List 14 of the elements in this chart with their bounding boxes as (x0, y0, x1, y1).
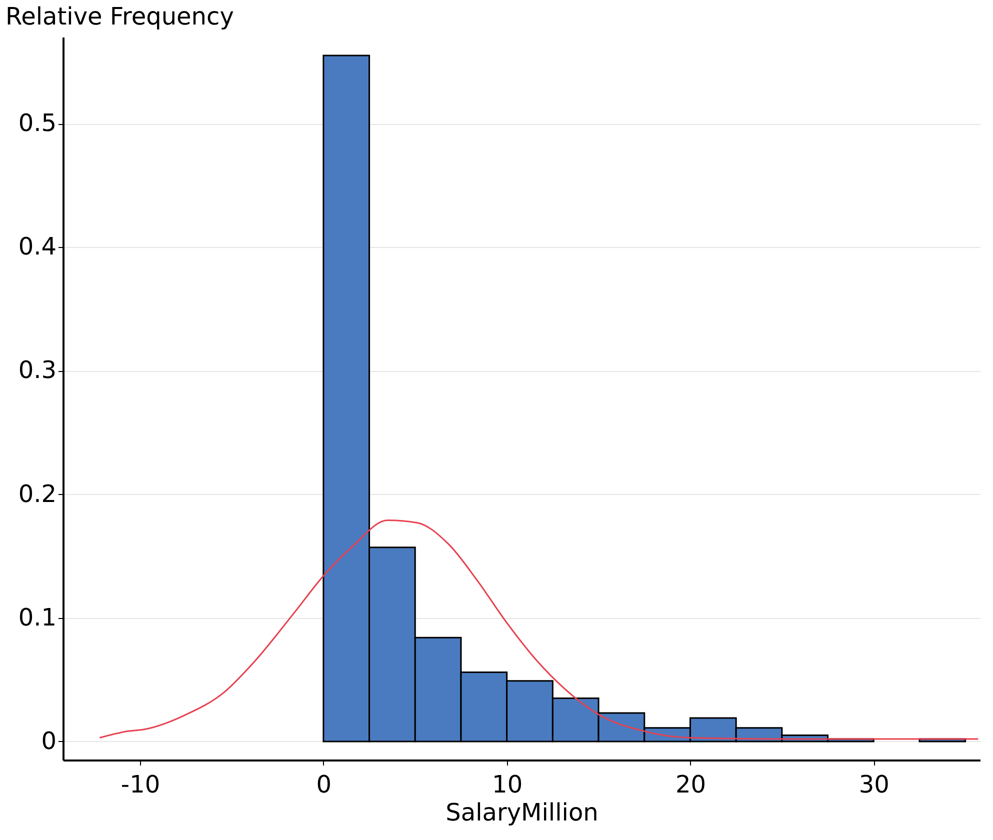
x-tick-label: 30 (858, 770, 890, 798)
x-tick-label: 20 (675, 770, 706, 798)
y-tick-label: 0.2 (18, 480, 56, 508)
y-tick-label: 0.3 (18, 356, 56, 384)
y-tick-label: 0.4 (18, 232, 56, 261)
line-series (98, 519, 979, 740)
y-axis-title: Relative Frequency (6, 2, 234, 30)
x-tick-label: 0 (316, 770, 332, 798)
y-tick-label: 0.5 (18, 109, 56, 138)
x-tick-label: -10 (120, 770, 160, 798)
x-tick-label: 10 (492, 770, 523, 798)
x-axis-title: SalaryMillion (446, 798, 598, 826)
y-tick-label: 0.1 (18, 603, 56, 632)
y-tick-label: 0 (41, 726, 56, 755)
